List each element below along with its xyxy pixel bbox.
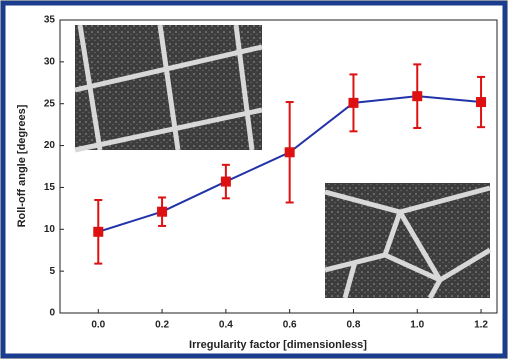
marker [348, 97, 359, 108]
y-tick-label: 25 [44, 98, 56, 109]
plot-frame [59, 19, 498, 314]
marker [412, 91, 423, 102]
x-tick-label: 0.6 [283, 320, 297, 331]
x-tick-label: 0.4 [219, 320, 233, 331]
y-tick-label: 10 [44, 224, 56, 235]
y-tick-label: 35 [44, 15, 56, 26]
y-tick-label: 0 [49, 308, 55, 319]
inset-image-irregular [324, 183, 492, 300]
x-tick-label: 1.0 [410, 320, 424, 331]
x-tick-label: 1.2 [474, 320, 488, 331]
x-tick-label: 0.8 [347, 320, 361, 331]
x-tick-label: 0.2 [155, 320, 169, 331]
marker [476, 97, 487, 108]
marker [284, 147, 295, 158]
y-tick-label: 30 [44, 56, 56, 67]
y-tick-label: 15 [44, 182, 56, 193]
marker [93, 226, 104, 237]
y-axis-label: Roll-off angle [degrees] [16, 104, 28, 227]
y-tick-label: 5 [49, 266, 55, 277]
x-axis-label: Irregularity factor [dimensionless] [189, 339, 367, 351]
marker [157, 206, 168, 217]
y-tick-label: 20 [44, 140, 56, 151]
marker [220, 176, 231, 187]
inset-image-regular [74, 24, 263, 153]
x-tick-label: 0.0 [91, 320, 105, 331]
